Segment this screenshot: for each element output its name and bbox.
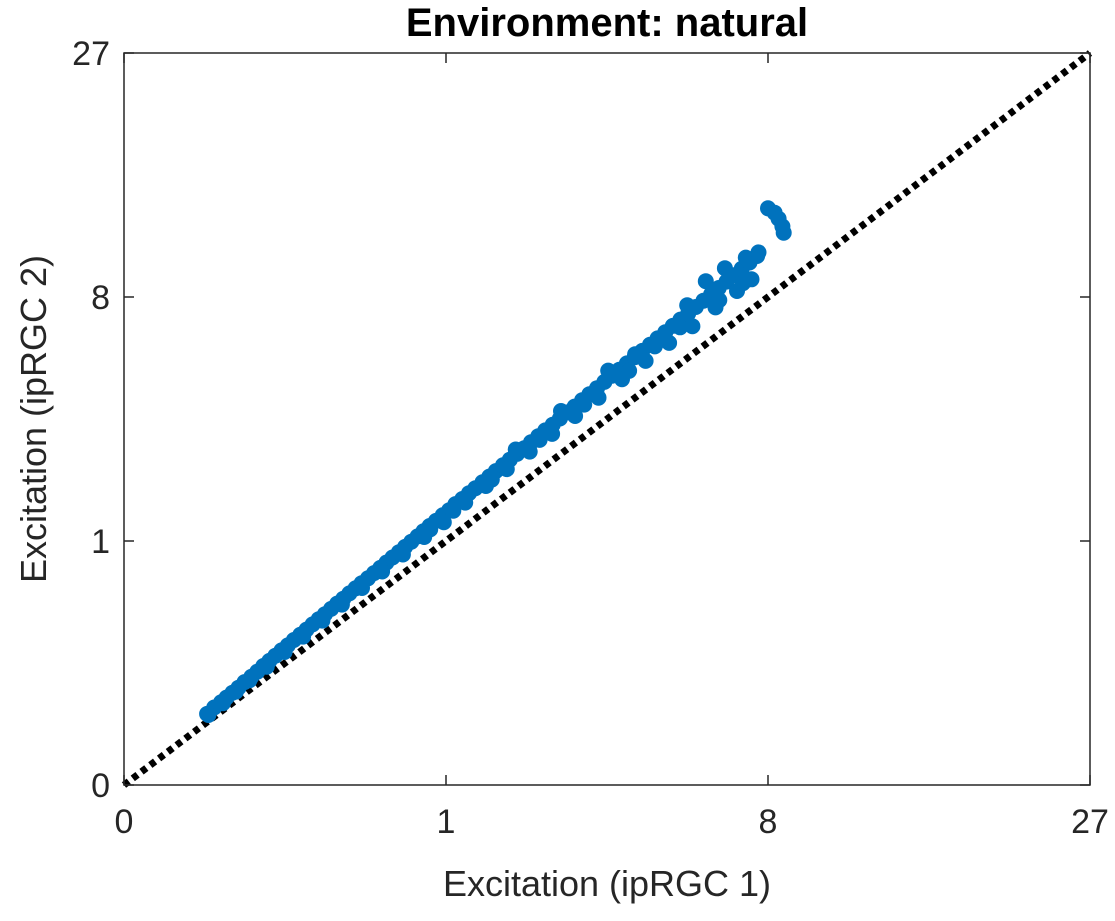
data-point: [672, 319, 689, 336]
y-tick-label: 27: [72, 35, 110, 73]
data-point: [590, 389, 607, 406]
data-point: [679, 297, 696, 314]
data-point: [354, 580, 370, 596]
y-axis-ticks: 0 1 8 27: [72, 35, 1090, 805]
data-point: [227, 683, 244, 700]
data-point: [374, 563, 391, 580]
data-point: [445, 502, 462, 519]
data-point: [750, 244, 767, 261]
data-point: [498, 461, 515, 478]
y-tick-label: 1: [91, 523, 110, 561]
data-points: [199, 200, 792, 723]
data-point: [214, 695, 231, 712]
data-point: [567, 408, 584, 424]
y-tick-label: 0: [91, 767, 110, 805]
data-point: [394, 546, 411, 563]
data-point: [422, 521, 439, 538]
data-point: [553, 403, 569, 419]
x-tick-label: 27: [1071, 803, 1109, 841]
x-tick-label: 8: [759, 803, 778, 841]
data-point: [576, 396, 593, 413]
data-point: [651, 332, 668, 349]
x-tick-label: 1: [437, 803, 456, 841]
data-point: [483, 471, 500, 488]
data-point: [435, 514, 452, 531]
data-point: [600, 362, 617, 379]
identity-reference-line: [121, 50, 1093, 788]
y-axis-label: Excitation (ipRGC 2): [13, 255, 54, 583]
data-point: [314, 612, 331, 629]
data-point: [333, 596, 350, 613]
data-point: [258, 658, 275, 675]
x-tick-label: 0: [115, 803, 134, 841]
x-axis-ticks: 0 1 8 27: [115, 53, 1109, 841]
data-point: [241, 672, 258, 689]
data-point: [734, 275, 751, 292]
data-point: [697, 273, 714, 290]
data-point: [627, 346, 644, 363]
data-point: [507, 441, 524, 458]
axes-box: [123, 52, 1091, 786]
y-tick-label: 8: [91, 279, 110, 317]
data-point: [711, 292, 728, 309]
data-point: [775, 224, 792, 241]
chart-title: Environment: natural: [406, 1, 808, 45]
data-point: [621, 362, 638, 379]
data-point: [276, 644, 293, 660]
data-point: [457, 494, 474, 511]
data-point: [544, 425, 561, 442]
data-point: [716, 260, 733, 277]
data-point: [295, 628, 312, 645]
data-point: [200, 707, 217, 723]
data-point: [684, 318, 701, 335]
x-axis-label: Excitation (ipRGC 1): [443, 863, 771, 904]
data-point: [531, 431, 548, 448]
data-point: [737, 249, 754, 266]
data-point: [521, 443, 538, 460]
